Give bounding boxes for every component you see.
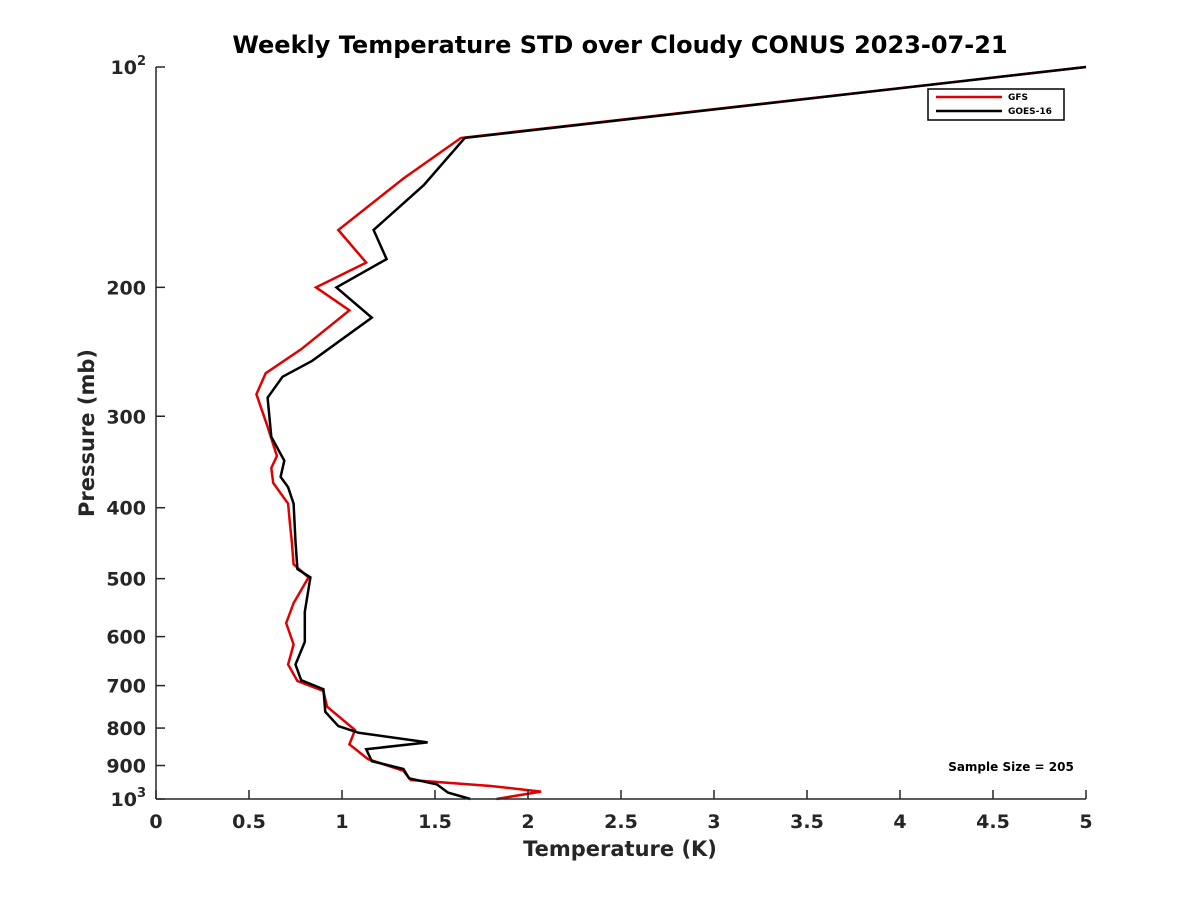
x-tick-label: 4 (893, 811, 906, 833)
y-tick-label: 300 (106, 406, 146, 428)
y-tick-label: 400 (106, 498, 146, 520)
plot-background (156, 67, 1086, 799)
legend: GFS GOES-16 (927, 88, 1065, 121)
y-tick-label: 200 (106, 277, 146, 299)
legend-label-gfs: GFS (1008, 93, 1028, 103)
x-tick-label: 0 (149, 811, 162, 833)
x-tick-label: 0.5 (232, 811, 266, 833)
x-tick-label: 1.5 (418, 811, 452, 833)
x-tick-label: 2.5 (604, 811, 638, 833)
y-tick-label: 500 (106, 569, 146, 591)
y-tick-label: 103 (111, 786, 147, 811)
sample-size-annotation: Sample Size = 205 (948, 760, 1074, 774)
series-line-gfs (255, 65, 1087, 801)
plot-area: 0 0.5 1 1.5 2 2.5 3 3.5 4 4.5 5 1 0 2 200 300 400 500 600… (106, 54, 1092, 833)
y-tick-label: 900 (106, 756, 146, 778)
x-axis-ticks: 0 0.5 1 1.5 2 2.5 3 3.5 4 4.5 5 (149, 790, 1093, 833)
x-tick-label: 4.5 (976, 811, 1010, 833)
series-layer (255, 65, 1087, 801)
series-line-goes16 (266, 65, 1087, 801)
x-tick-label: 2 (521, 811, 534, 833)
x-tick-label: 3.5 (790, 811, 824, 833)
y-tick-label: 600 (106, 627, 146, 649)
y-tick-label: 700 (106, 676, 146, 698)
chart-title: Weekly Temperature STD over Cloudy CONUS… (232, 31, 1007, 59)
x-tick-label: 3 (707, 811, 720, 833)
x-tick-label: 1 (335, 811, 348, 833)
x-axis-label: Temperature (K) (523, 837, 717, 861)
x-tick-label: 5 (1079, 811, 1092, 833)
legend-box (927, 88, 1065, 121)
y-tick-label: 800 (106, 718, 146, 740)
legend-label-goes16: GOES-16 (1008, 107, 1052, 117)
y-axis-label: Pressure (mb) (75, 349, 99, 517)
